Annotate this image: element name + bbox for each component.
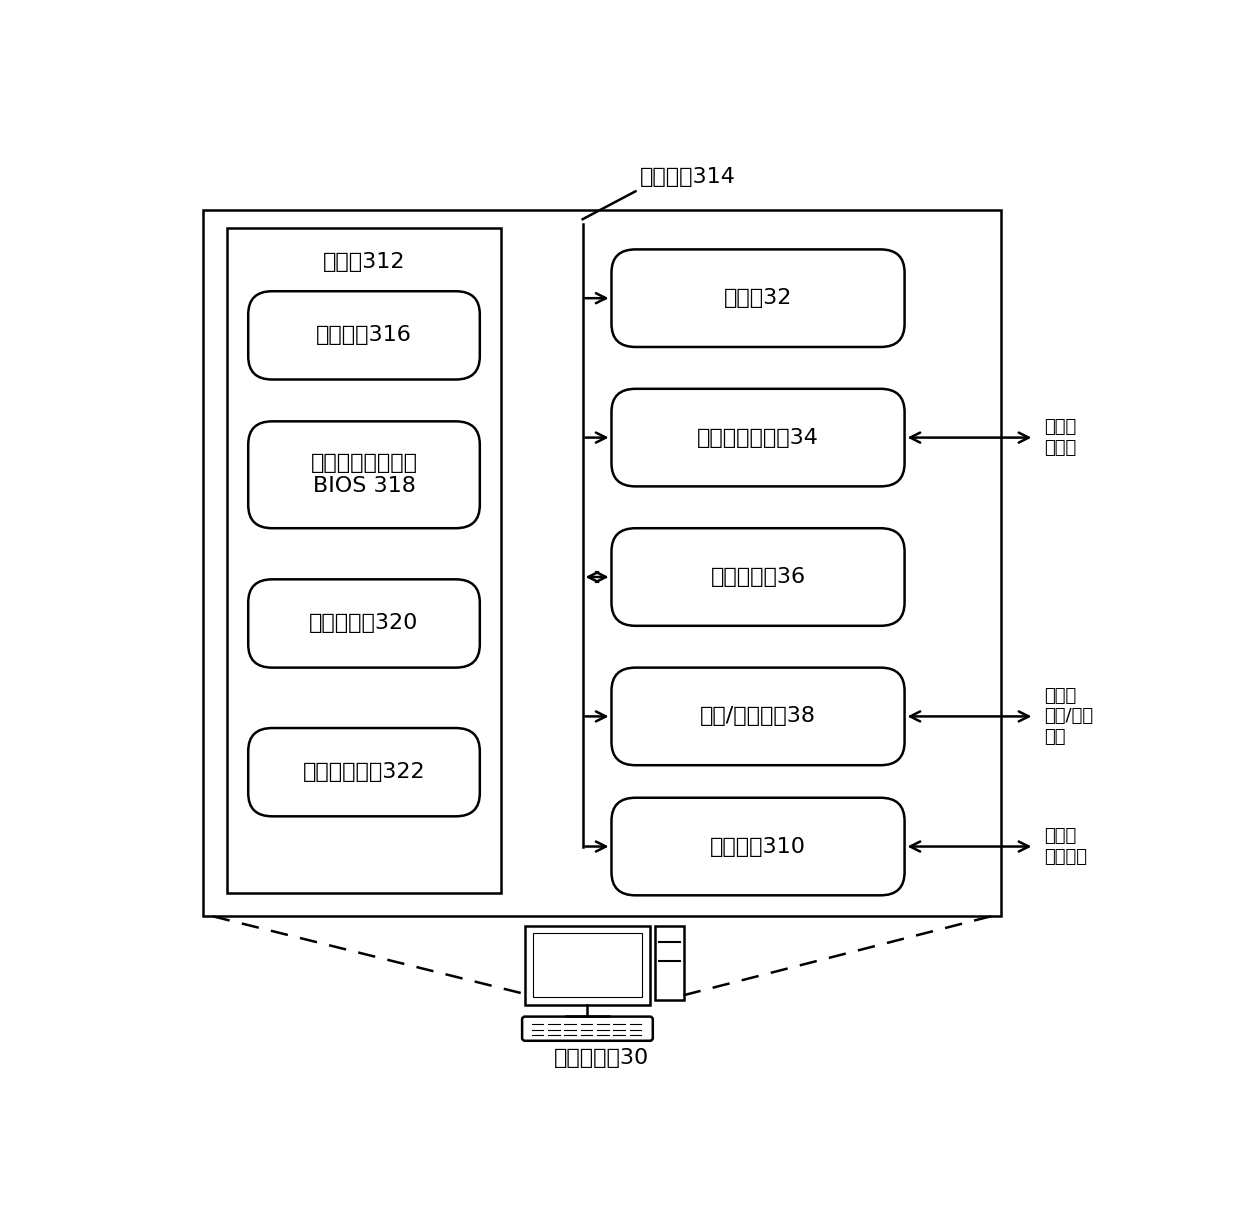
FancyBboxPatch shape: [522, 1016, 652, 1040]
FancyBboxPatch shape: [611, 667, 905, 765]
Text: 网络接口310: 网络接口310: [711, 836, 806, 857]
Text: 处理器32: 处理器32: [724, 288, 792, 308]
Bar: [525, 926, 650, 1004]
FancyBboxPatch shape: [248, 291, 480, 379]
FancyBboxPatch shape: [611, 529, 905, 625]
Text: 通信总线314: 通信总线314: [640, 167, 737, 187]
Text: 操作系统316: 操作系统316: [316, 326, 412, 345]
FancyBboxPatch shape: [611, 389, 905, 486]
FancyBboxPatch shape: [611, 250, 905, 346]
Text: 视频显示适配器34: 视频显示适配器34: [697, 427, 818, 448]
Text: 网页浏览器320: 网页浏览器320: [309, 613, 419, 634]
Text: 数据存储管理322: 数据存储管理322: [303, 762, 425, 782]
FancyBboxPatch shape: [248, 579, 480, 667]
Bar: [227, 228, 501, 893]
Text: 存储器312: 存储器312: [322, 252, 405, 272]
FancyBboxPatch shape: [248, 421, 480, 529]
FancyBboxPatch shape: [248, 728, 480, 816]
Text: 连接到
输入/输出
设备: 连接到 输入/输出 设备: [1044, 687, 1092, 746]
FancyBboxPatch shape: [611, 798, 905, 896]
Bar: [533, 933, 642, 997]
Bar: [203, 210, 1001, 916]
Text: 连接到
网络设备: 连接到 网络设备: [1044, 827, 1087, 865]
Text: 连接到
显示器: 连接到 显示器: [1044, 418, 1076, 457]
Text: 磁盘驱动器36: 磁盘驱动器36: [711, 567, 806, 587]
Bar: [655, 926, 683, 999]
Text: 输入/输出接口38: 输入/输出接口38: [701, 706, 816, 727]
Text: 计算机系统30: 计算机系统30: [554, 1048, 650, 1067]
Text: 基本输入输出系统
BIOS 318: 基本输入输出系统 BIOS 318: [310, 453, 418, 496]
